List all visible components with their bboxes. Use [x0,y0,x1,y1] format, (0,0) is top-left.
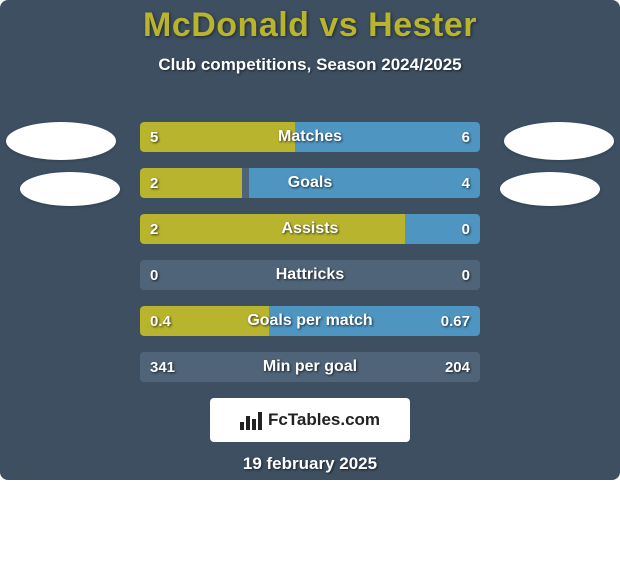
team-right-avatar [500,172,600,206]
card-inner: McDonald vs Hester Club competitions, Se… [0,0,620,480]
bars-area: 56Matches 24Goals 20Assists 0 0Hattricks 0.40… [140,122,480,398]
bar-left-value: 341 [150,352,175,382]
team-left-avatar [20,172,120,206]
bar-label: Min per goal [140,352,480,382]
bar-row: 56Matches [140,122,480,152]
page-title: McDonald vs Hester [0,0,620,45]
bar-row: 341 204Min per goal [140,352,480,382]
bar-left-fill [140,214,405,244]
bar-right-value: 0 [462,260,470,290]
comparison-card: McDonald vs Hester Club competitions, Se… [0,0,620,580]
bar-row: 20Assists [140,214,480,244]
bar-right-fill [269,306,480,336]
page-subtitle: Club competitions, Season 2024/2025 [0,55,620,75]
bar-label: Hattricks [140,260,480,290]
player-left-avatar [6,122,116,160]
bar-right-fill [405,214,480,244]
chart-icon [240,410,262,430]
bar-right-value: 204 [445,352,470,382]
bar-left-fill [140,306,269,336]
date-label: 19 february 2025 [0,454,620,474]
bar-row: 0 0Hattricks [140,260,480,290]
bar-row: 24Goals [140,168,480,198]
bar-left-value: 0 [150,260,158,290]
brand-link[interactable]: FcTables.com [210,398,410,442]
bar-right-fill [249,168,480,198]
brand-text: FcTables.com [268,410,380,430]
player-right-avatar [504,122,614,160]
bar-left-fill [140,168,242,198]
bar-row: 0.40.67Goals per match [140,306,480,336]
bar-right-fill [295,122,480,152]
bar-left-fill [140,122,295,152]
